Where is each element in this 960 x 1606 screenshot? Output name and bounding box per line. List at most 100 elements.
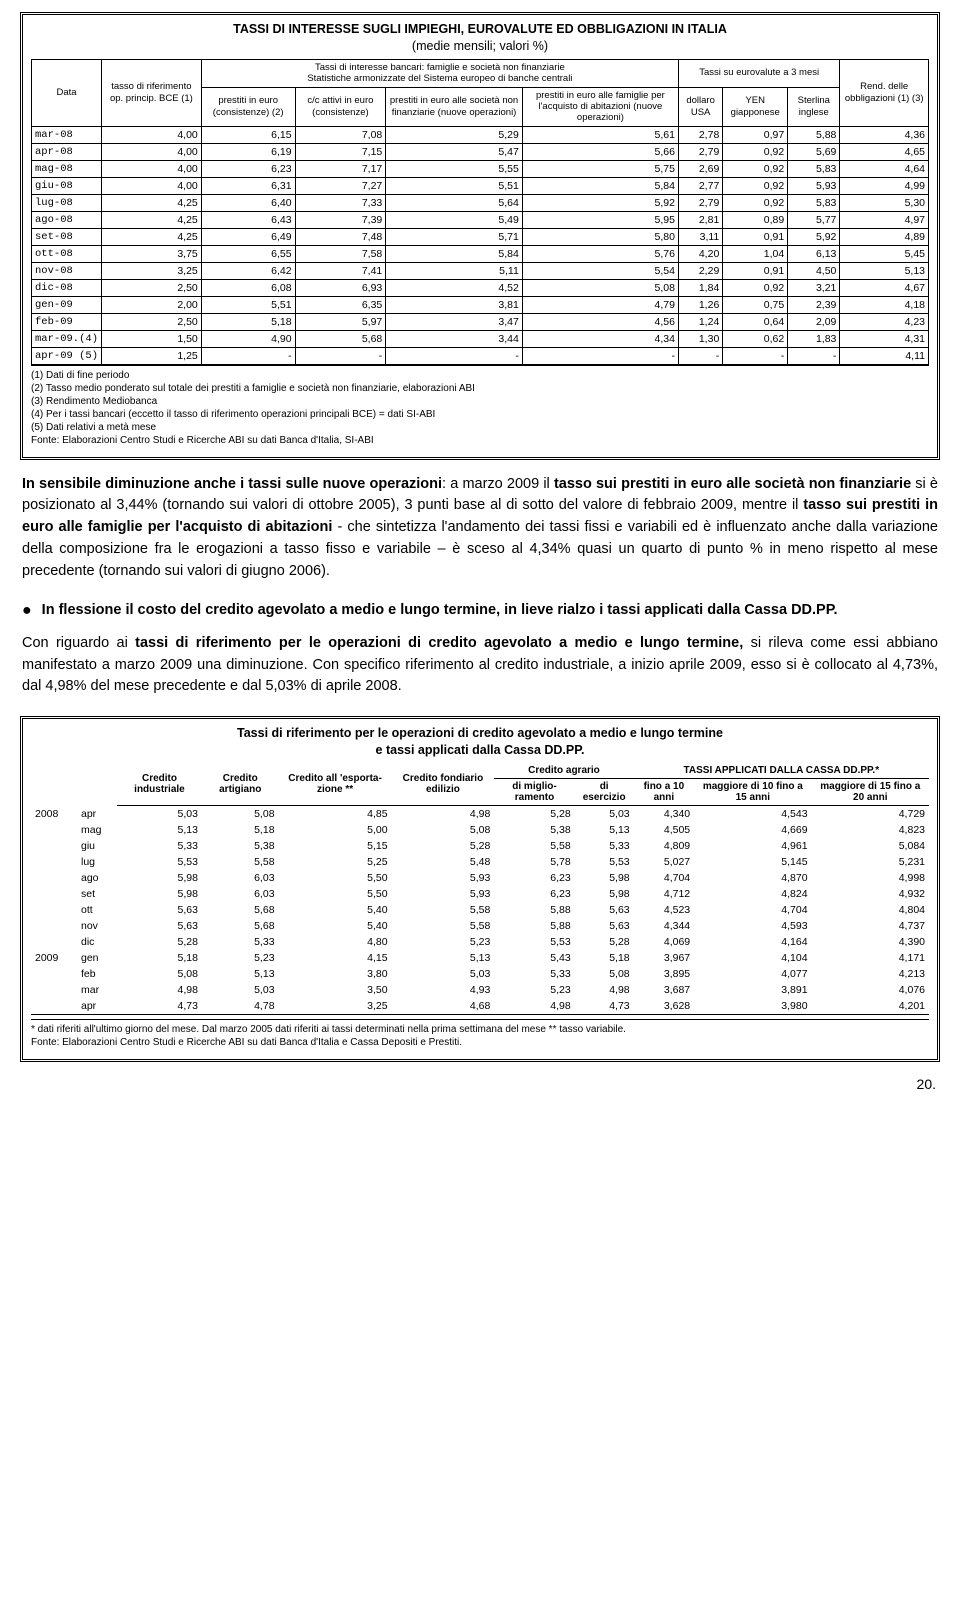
col-yen: YEN giapponese: [723, 87, 788, 126]
table-cell: 1,24: [678, 313, 722, 330]
t2-col-agr: Credito agrario: [494, 763, 633, 779]
table-cell: 1,04: [723, 245, 788, 262]
table-cell: 5,40: [279, 902, 392, 918]
bullet-icon: ●: [22, 600, 32, 622]
table-cell: 4,340: [634, 805, 695, 822]
table-cell: 5,08: [202, 805, 279, 822]
table-cell: 0,91: [723, 262, 788, 279]
year-cell: 2008: [31, 805, 77, 822]
table-cell: 4,25: [102, 228, 202, 245]
table-cell: 2,29: [678, 262, 722, 279]
t2-col-cassa: TASSI APPLICATI DALLA CASSA DD.PP.*: [634, 763, 929, 779]
month-cell: mar: [77, 982, 117, 998]
group-eur: Tassi su eurovalute a 3 mesi: [678, 59, 839, 87]
table-cell: 5,93: [392, 870, 495, 886]
table-cell: 5,08: [117, 966, 202, 982]
table-cell: 1,84: [678, 279, 722, 296]
table-row-label: dic-08: [32, 279, 102, 296]
table-cell: 0,62: [723, 330, 788, 347]
table-row-label: nov-08: [32, 262, 102, 279]
month-cell: lug: [77, 854, 117, 870]
table-cell: 4,56: [522, 313, 678, 330]
table-cell: 2,81: [678, 211, 722, 228]
table-cell: 4,823: [812, 822, 929, 838]
table-cell: 3,895: [634, 966, 695, 982]
table-cell: 5,03: [392, 966, 495, 982]
group-bank: Tassi di interesse bancari: famiglie e s…: [201, 59, 678, 87]
table-cell: 0,92: [723, 160, 788, 177]
table-cell: 5,66: [522, 143, 678, 160]
year-cell: [31, 886, 77, 902]
table-cell: 4,998: [812, 870, 929, 886]
table-cell: -: [386, 347, 523, 364]
table-cell: 7,17: [295, 160, 386, 177]
table-cell: 5,03: [117, 805, 202, 822]
table-cell: 7,58: [295, 245, 386, 262]
table-cell: 2,79: [678, 194, 722, 211]
table-cell: 5,95: [522, 211, 678, 228]
table-cell: 5,61: [522, 126, 678, 143]
table-cell: 5,93: [392, 886, 495, 902]
table-cell: 4,669: [694, 822, 811, 838]
table-cell: 5,63: [117, 902, 202, 918]
table-cell: 7,33: [295, 194, 386, 211]
t2-col-art: Credito artigiano: [202, 763, 279, 806]
table-cell: 5,68: [295, 330, 386, 347]
table-cell: 4,961: [694, 838, 811, 854]
table-cell: 5,38: [494, 822, 574, 838]
month-cell: ott: [77, 902, 117, 918]
table-cell: 5,28: [392, 838, 495, 854]
table-cell: 1,30: [678, 330, 722, 347]
table-cell: 3,967: [634, 950, 695, 966]
table-cell: 3,980: [694, 998, 811, 1015]
table-cell: 4,78: [202, 998, 279, 1015]
table-cell: 4,069: [634, 934, 695, 950]
t2-col-c1: fino a 10 anni: [634, 778, 695, 805]
table-cell: 5,45: [840, 245, 929, 262]
table-cell: 5,58: [392, 902, 495, 918]
table-row-label: lug-08: [32, 194, 102, 211]
table-cell: 6,55: [201, 245, 295, 262]
table-cell: 6,19: [201, 143, 295, 160]
table-cell: -: [201, 347, 295, 364]
table-cell: 4,390: [812, 934, 929, 950]
table-cell: 5,78: [494, 854, 574, 870]
t2-col-agr2: di esercizio: [575, 778, 634, 805]
table-cell: 4,804: [812, 902, 929, 918]
col-gbp: Sterlina inglese: [788, 87, 840, 126]
table-cell: 3,11: [678, 228, 722, 245]
col-bce: tasso di riferimento op. princip. BCE (1…: [102, 59, 202, 126]
table-cell: 4,543: [694, 805, 811, 822]
table-cell: 5,64: [386, 194, 523, 211]
table-cell: 4,171: [812, 950, 929, 966]
table-cell: 4,98: [575, 982, 634, 998]
table-cell: 1,25: [102, 347, 202, 364]
bullet-text: In flessione il costo del credito agevol…: [42, 600, 838, 622]
month-cell: ago: [77, 870, 117, 886]
table-cell: 4,344: [634, 918, 695, 934]
table-cell: 4,50: [788, 262, 840, 279]
table-cell: 5,51: [201, 296, 295, 313]
table-cell: 5,84: [386, 245, 523, 262]
table-cell: 3,44: [386, 330, 523, 347]
table-cell: 5,08: [522, 279, 678, 296]
table-row-label: ago-08: [32, 211, 102, 228]
table-cell: 5,77: [788, 211, 840, 228]
year-cell: [31, 966, 77, 982]
table-cell: 0,91: [723, 228, 788, 245]
table-cell: -: [522, 347, 678, 364]
table-cell: 1,50: [102, 330, 202, 347]
table-cell: 6,93: [295, 279, 386, 296]
table-cell: 5,53: [494, 934, 574, 950]
table-cell: 3,25: [102, 262, 202, 279]
month-cell: set: [77, 886, 117, 902]
table-cell: 5,33: [494, 966, 574, 982]
table-cell: 5,83: [788, 160, 840, 177]
table-cell: 0,89: [723, 211, 788, 228]
table-cell: 4,932: [812, 886, 929, 902]
table-cell: 5,145: [694, 854, 811, 870]
table-cell: 4,00: [102, 143, 202, 160]
table-cell: 5,92: [788, 228, 840, 245]
table-cell: 5,98: [575, 870, 634, 886]
table-cell: 4,809: [634, 838, 695, 854]
